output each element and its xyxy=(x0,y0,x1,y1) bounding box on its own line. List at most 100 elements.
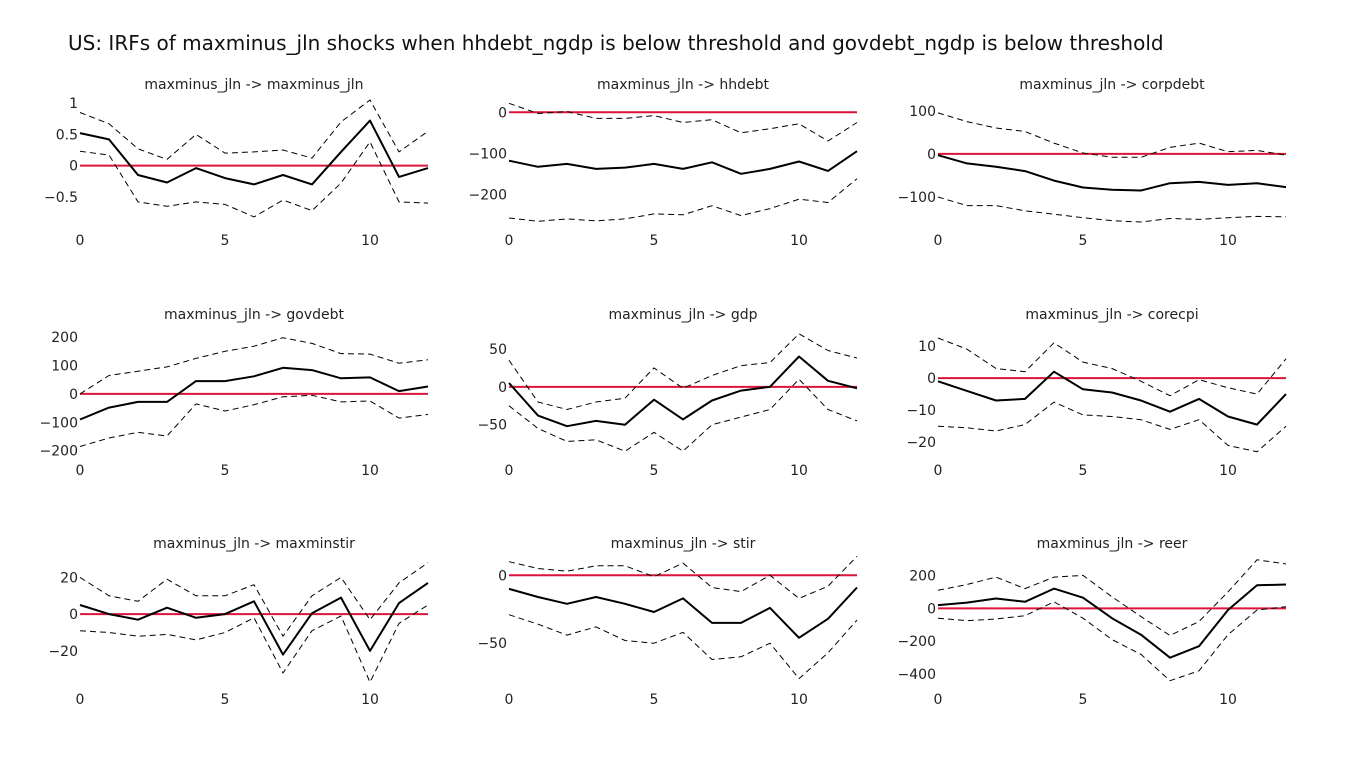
subplot-title: maxminus_jln -> maxminus_jln xyxy=(144,77,363,93)
x-tick-label: 0 xyxy=(76,233,85,249)
upper-band-line xyxy=(79,337,429,395)
lower-band-line xyxy=(79,141,429,218)
x-tick-label: 10 xyxy=(1219,463,1237,479)
x-tick-label: 5 xyxy=(650,463,659,479)
x-tick-label: 5 xyxy=(221,463,230,479)
y-tick-label: 0 xyxy=(69,607,78,623)
lower-band-line xyxy=(937,401,1287,453)
x-tick-label: 10 xyxy=(361,463,379,479)
x-tick-label: 5 xyxy=(1079,463,1088,479)
subplot-1: maxminus_jln -> maxminus_jln 1 0.5 0 −0.5 0 5 1… xyxy=(44,77,429,249)
x-tick-label: 0 xyxy=(934,463,943,479)
y-tick-label: 100 xyxy=(51,359,78,375)
y-tick-label: −400 xyxy=(898,667,936,683)
irf-line xyxy=(937,583,1287,659)
x-tick-label: 0 xyxy=(505,463,514,479)
y-tick-label: −20 xyxy=(906,435,936,451)
figure-title: US: IRFs of maxminus_jln shocks when hhd… xyxy=(68,31,1164,55)
lower-band-line xyxy=(79,604,429,683)
x-tick-label: 5 xyxy=(650,233,659,249)
y-tick-label: −0.5 xyxy=(44,190,78,206)
x-tick-label: 5 xyxy=(1079,233,1088,249)
y-tick-label: 0 xyxy=(69,159,78,175)
upper-band-line xyxy=(937,559,1287,636)
y-tick-label: 200 xyxy=(51,330,78,346)
y-tick-label: −50 xyxy=(477,636,507,652)
subplot-title: maxminus_jln -> hhdebt xyxy=(597,77,770,93)
x-tick-label: 0 xyxy=(505,692,514,708)
x-tick-label: 10 xyxy=(361,233,379,249)
lower-band-line xyxy=(508,614,858,680)
lower-band-line xyxy=(79,394,429,447)
y-tick-label: −50 xyxy=(477,418,507,434)
y-tick-label: 1 xyxy=(69,96,78,112)
y-tick-label: 20 xyxy=(60,570,78,586)
lower-band-line xyxy=(508,178,858,222)
y-tick-label: 0.5 xyxy=(56,127,78,143)
y-tick-label: 50 xyxy=(489,342,507,358)
x-tick-label: 10 xyxy=(790,463,808,479)
y-tick-label: −20 xyxy=(48,644,78,660)
x-tick-label: 5 xyxy=(1079,692,1088,708)
subplot-title: maxminus_jln -> maxminstir xyxy=(153,536,355,552)
subplot-4: maxminus_jln -> govdebt 200 100 0 −100 −200 0 5… xyxy=(40,307,429,479)
subplot-title: maxminus_jln -> stir xyxy=(611,536,756,552)
y-tick-label: 10 xyxy=(918,339,936,355)
upper-band-line xyxy=(937,337,1287,397)
lower-band-line xyxy=(508,378,858,452)
subplot-5: maxminus_jln -> gdp 50 0 −50 0 5 10 xyxy=(477,307,858,479)
upper-band-line xyxy=(79,562,429,637)
y-tick-label: 100 xyxy=(909,104,936,120)
upper-band-line xyxy=(508,333,858,410)
irf-line xyxy=(508,355,858,428)
irf-line xyxy=(508,586,858,639)
x-tick-label: 5 xyxy=(650,692,659,708)
x-tick-label: 0 xyxy=(505,233,514,249)
upper-band-line xyxy=(508,555,858,599)
irf-line xyxy=(937,370,1287,426)
y-tick-label: −10 xyxy=(906,403,936,419)
subplot-7: maxminus_jln -> maxminstir 20 0 −20 0 5 10 xyxy=(48,536,429,708)
x-tick-label: 10 xyxy=(790,692,808,708)
upper-band-line xyxy=(79,99,429,160)
x-tick-label: 0 xyxy=(76,463,85,479)
x-tick-label: 10 xyxy=(790,233,808,249)
y-tick-label: −200 xyxy=(469,187,507,203)
subplot-title: maxminus_jln -> corpdebt xyxy=(1019,77,1205,93)
y-tick-label: 0 xyxy=(498,568,507,584)
x-tick-label: 10 xyxy=(361,692,379,708)
subplot-8: maxminus_jln -> stir 0 −50 0 5 10 xyxy=(477,536,858,708)
irf-line xyxy=(79,366,429,421)
y-tick-label: 0 xyxy=(927,371,936,387)
y-tick-label: −100 xyxy=(469,146,507,162)
x-tick-label: 10 xyxy=(1219,692,1237,708)
subplot-3: maxminus_jln -> corpdebt 100 0 −100 0 5 10 xyxy=(898,77,1287,249)
subplot-6: maxminus_jln -> corecpi 10 0 −10 −20 0 5 10 xyxy=(906,307,1287,479)
upper-band-line xyxy=(508,102,858,142)
y-tick-label: 0 xyxy=(927,601,936,617)
x-tick-label: 0 xyxy=(76,692,85,708)
irf-line xyxy=(79,119,429,186)
y-tick-label: 200 xyxy=(909,568,936,584)
irf-line xyxy=(508,150,858,175)
x-tick-label: 0 xyxy=(934,692,943,708)
subplot-title: maxminus_jln -> gdp xyxy=(608,307,757,323)
y-tick-label: −100 xyxy=(898,190,936,206)
lower-band-line xyxy=(937,196,1287,223)
x-tick-label: 5 xyxy=(221,233,230,249)
y-tick-label: 0 xyxy=(69,387,78,403)
lower-band-line xyxy=(937,601,1287,682)
irf-line xyxy=(79,582,429,656)
x-tick-label: 0 xyxy=(934,233,943,249)
subplot-title: maxminus_jln -> reer xyxy=(1037,536,1188,552)
upper-band-line xyxy=(937,112,1287,158)
y-tick-label: −200 xyxy=(40,444,78,460)
irf-line xyxy=(937,154,1287,192)
y-tick-label: 0 xyxy=(927,147,936,163)
y-tick-label: −100 xyxy=(40,415,78,431)
x-tick-label: 5 xyxy=(221,692,230,708)
subplot-title: maxminus_jln -> corecpi xyxy=(1025,307,1198,323)
x-tick-label: 10 xyxy=(1219,233,1237,249)
